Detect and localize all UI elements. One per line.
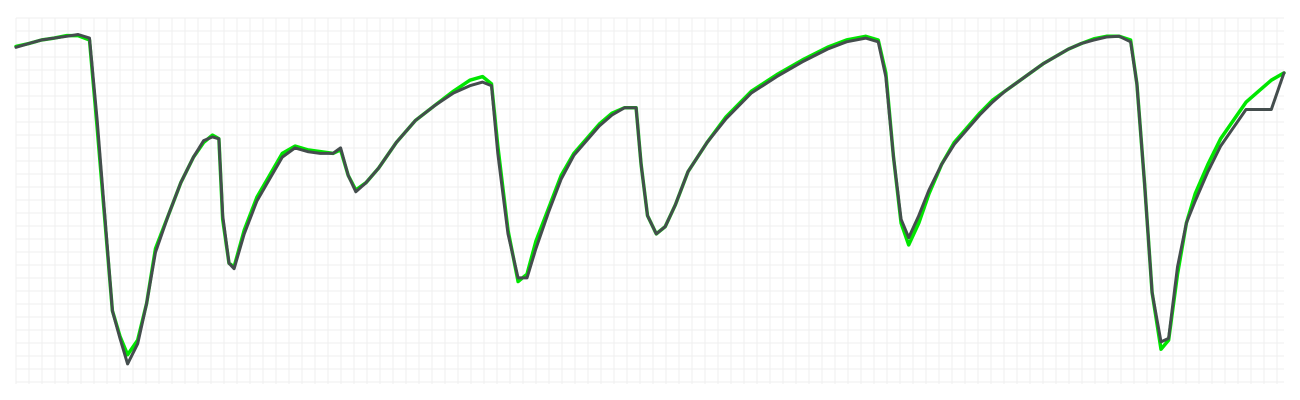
chart-series-group <box>14 33 1286 366</box>
chart-grid <box>15 17 1284 384</box>
series-line-2 <box>14 33 1286 366</box>
